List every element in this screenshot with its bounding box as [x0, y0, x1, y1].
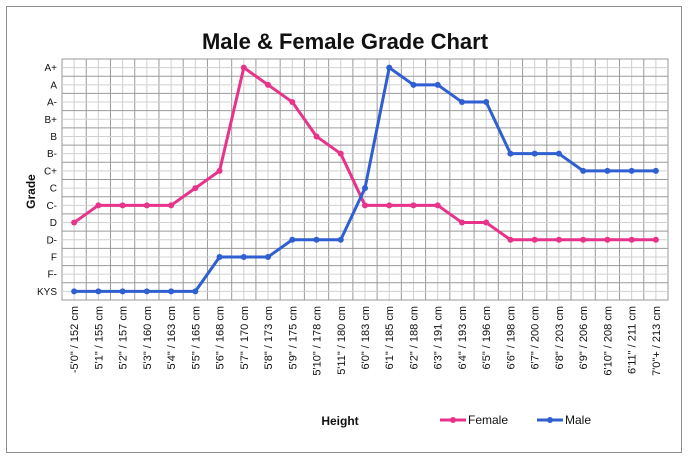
data-point-female [95, 202, 102, 209]
chart-svg: A+ A A- B+ B B- C+ C C- D D- F F- KYS -5'0" / 152 cm 5'… [24, 58, 669, 428]
data-point-female [483, 219, 490, 226]
data-point-female [143, 202, 150, 209]
x-tick-label: 5'1" / 155 cm [93, 306, 105, 369]
x-tick-label: 7'0"+ / 213 cm [651, 306, 663, 376]
x-tick-label: 5'4" / 163 cm [166, 306, 178, 369]
data-point-male [507, 150, 514, 157]
data-point-male [386, 64, 393, 71]
x-tick-label: 5'3" / 160 cm [142, 306, 154, 369]
data-point-female [410, 202, 417, 209]
x-tick-label: 5'7" / 170 cm [239, 306, 251, 369]
data-point-male [458, 99, 465, 106]
data-point-male [604, 167, 611, 174]
data-point-female [386, 202, 393, 209]
data-point-female [216, 167, 223, 174]
x-tick-label: 5'8" / 173 cm [263, 306, 275, 369]
data-point-female [580, 236, 587, 243]
data-point-female [119, 202, 126, 209]
data-point-male [580, 167, 587, 174]
y-tick-label: B- [47, 149, 57, 160]
x-tick-label: 5'5" / 165 cm [190, 306, 202, 369]
data-point-male [119, 288, 126, 295]
data-point-female [604, 236, 611, 243]
chart-title: Male & Female Grade Chart [201, 29, 489, 54]
data-point-male [95, 288, 102, 295]
x-tick-label: 6'2" / 188 cm [408, 306, 420, 369]
x-tick-label: 6'7" / 200 cm [530, 306, 542, 369]
y-axis-label: Grade [24, 174, 38, 209]
y-tick-label: A [50, 80, 57, 91]
x-tick-label: 6'1" / 185 cm [384, 306, 396, 369]
data-point-female [313, 133, 320, 140]
x-axis-label: Height [321, 414, 358, 428]
data-point-female [337, 150, 344, 157]
data-point-male [192, 288, 199, 295]
x-tick-label: 6'9" / 206 cm [578, 306, 590, 369]
x-tick-label: 5'10" / 178 cm [312, 306, 324, 376]
y-tick-label: A- [47, 98, 57, 109]
data-point-male [337, 236, 344, 243]
x-tick-label: 6'5" / 196 cm [481, 306, 493, 369]
y-tick-label: F- [48, 270, 57, 281]
data-point-male [168, 288, 175, 295]
data-point-female [531, 236, 538, 243]
data-point-female [434, 202, 441, 209]
y-tick-label: C [50, 184, 57, 195]
y-tick-label: D [50, 218, 57, 229]
data-point-female [507, 236, 514, 243]
data-point-female [628, 236, 635, 243]
legend-label-female: Female [468, 413, 508, 427]
x-tick-label: 6'6" / 198 cm [505, 306, 517, 369]
x-tick-label: 6'4" / 193 cm [457, 306, 469, 369]
data-point-female [168, 202, 175, 209]
y-tick-label: F [51, 252, 57, 263]
data-point-male [240, 253, 247, 260]
data-point-male [555, 150, 562, 157]
data-point-female [555, 236, 562, 243]
data-point-male [652, 167, 659, 174]
data-point-female [362, 202, 368, 209]
x-tick-label: 5'11" / 180 cm [336, 306, 348, 375]
y-tick-label: B [50, 132, 57, 143]
chart-frame: Male & Female Grade Chart A+ A A- B+ B B- C+ C C… [6, 6, 682, 453]
data-point-male [531, 150, 538, 157]
data-point-male [216, 253, 223, 260]
legend-marker-male [547, 417, 553, 423]
data-point-male [289, 236, 296, 243]
x-tick-label: 6'3" / 191 cm [433, 306, 445, 369]
y-tick-label: KYS [37, 287, 57, 298]
x-tick-label: 6'0" / 183 cm [360, 306, 372, 369]
x-tick-label: 5'6" / 168 cm [215, 306, 227, 369]
data-point-female [71, 219, 78, 226]
y-tick-label: A+ [44, 63, 57, 74]
data-point-male [483, 99, 490, 106]
y-tick-label: D- [46, 235, 57, 246]
y-tick-label: B+ [44, 115, 57, 126]
data-point-male [265, 253, 272, 260]
data-point-female [458, 219, 465, 226]
data-point-female [240, 64, 247, 71]
y-tick-label: C+ [44, 166, 57, 177]
x-tick-label: -5'0" / 152 cm [69, 306, 81, 373]
x-tick-label: 6'10" / 208 cm [602, 306, 614, 376]
y-tick-label: C- [46, 201, 57, 212]
x-tick-label: 5'2" / 157 cm [118, 306, 130, 369]
data-point-male [628, 167, 635, 174]
data-point-male [313, 236, 320, 243]
data-point-male [362, 185, 368, 192]
data-point-female [289, 99, 296, 106]
data-point-male [71, 288, 78, 295]
data-point-female [652, 236, 659, 243]
data-point-female [265, 81, 272, 88]
legend-marker-female [450, 417, 456, 423]
legend-label-male: Male [565, 413, 591, 427]
x-tick-label: 6'11" / 211 cm [627, 306, 639, 374]
x-tick-label: 6'8" / 203 cm [554, 306, 566, 369]
data-point-male [143, 288, 150, 295]
data-point-male [434, 81, 441, 88]
data-point-female [192, 185, 199, 192]
x-tick-label: 5'9" / 175 cm [287, 306, 299, 369]
data-point-male [410, 81, 417, 88]
